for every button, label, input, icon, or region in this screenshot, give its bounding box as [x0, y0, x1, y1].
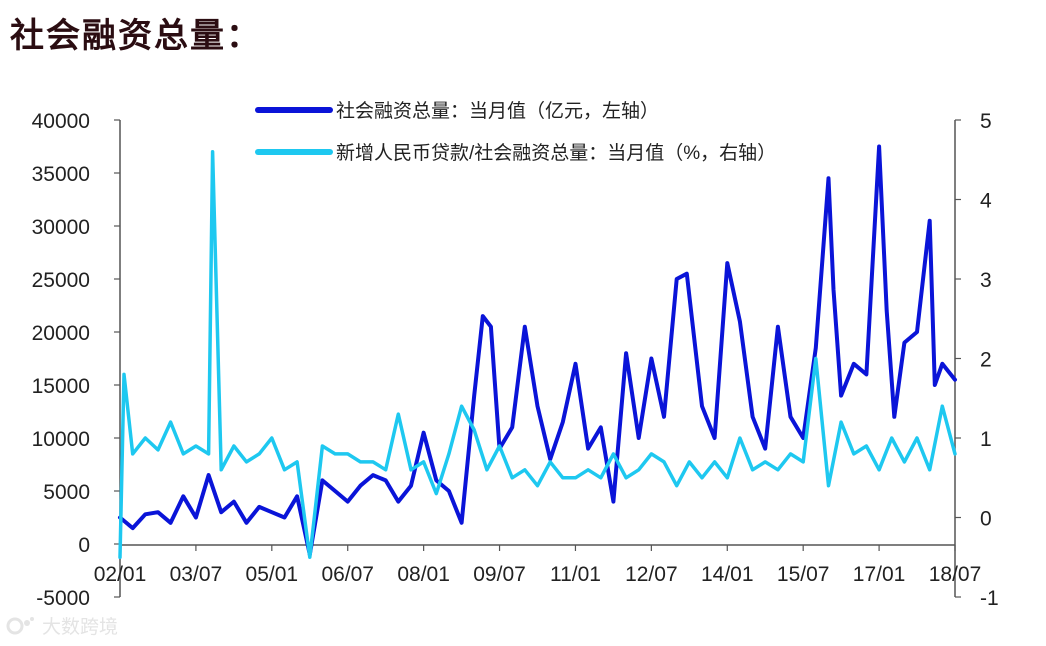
x-tick-label: 15/07	[777, 563, 830, 586]
right-tick-label: 5	[980, 110, 992, 133]
page-title: 社会融资总量：	[10, 16, 262, 56]
x-tick-label: 06/07	[321, 563, 374, 586]
series-layer	[118, 144, 957, 560]
x-tick-label: 05/01	[246, 563, 299, 586]
x-tick-label: 02/01	[94, 563, 147, 586]
series-line-financing-total	[118, 144, 957, 557]
x-tick-label: 03/07	[170, 563, 223, 586]
left-tick-label: 40000	[32, 110, 90, 133]
x-tick-label: 11/01	[550, 563, 601, 586]
x-tick-label: 18/07	[929, 563, 982, 586]
left-tick-label: 15000	[32, 375, 90, 398]
axes: -5000 0 5000 10000 15000 20000 25000 30000 35000…	[32, 110, 999, 610]
left-tick-label: 30000	[32, 216, 90, 239]
right-tick-label: 0	[980, 508, 992, 531]
watermark-text: 大数跨境	[42, 616, 119, 638]
left-tick-label: 25000	[32, 269, 90, 292]
left-tick-label: 0	[78, 534, 90, 557]
watermark-logo-icon	[6, 616, 34, 634]
x-tick-label: 09/07	[473, 563, 526, 586]
left-tick-label: 5000	[43, 481, 90, 504]
series-line-loan-share	[118, 150, 957, 560]
x-tick-label: 17/01	[853, 563, 906, 586]
right-tick-label: -1	[980, 587, 999, 610]
left-tick-label: 10000	[32, 428, 90, 451]
left-tick-label: 20000	[32, 322, 90, 345]
x-tick-label: 08/01	[397, 563, 450, 586]
left-tick-label: -5000	[36, 587, 90, 610]
legend-label-financing-total: 社会融资总量：当月值（亿元，左轴）	[336, 100, 659, 122]
legend: 社会融资总量：当月值（亿元，左轴） 新增人民币贷款/社会融资总量：当月值（%，右轴…	[255, 100, 776, 164]
right-tick-label: 2	[980, 349, 992, 372]
right-tick-label: 4	[980, 190, 992, 213]
x-tick-label: 12/07	[625, 563, 678, 586]
x-tick-label: 14/01	[701, 563, 754, 586]
right-tick-label: 1	[980, 428, 992, 451]
legend-label-loan-share: 新增人民币贷款/社会融资总量：当月值（%，右轴）	[336, 142, 776, 164]
right-tick-label: 3	[980, 269, 992, 292]
watermark: 大数跨境	[6, 612, 118, 639]
left-tick-label: 35000	[32, 163, 90, 186]
